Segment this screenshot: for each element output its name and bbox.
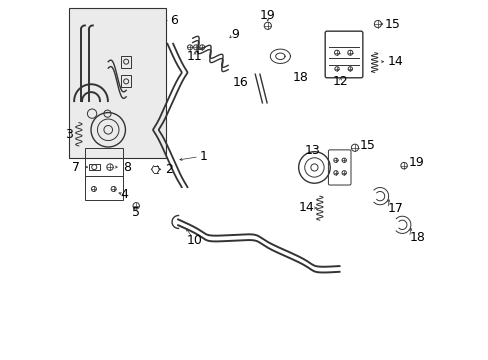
Text: 17: 17 [387,202,403,215]
Text: 19: 19 [408,156,424,169]
Text: 14: 14 [387,55,403,68]
Bar [85,148,122,200]
Text: 2: 2 [164,163,172,176]
Bar [121,75,131,87]
Text: 6: 6 [170,14,178,27]
Text: 15: 15 [359,139,375,152]
Bar [69,8,165,158]
Text: 10: 10 [186,234,202,247]
Text: 18: 18 [292,71,308,84]
Text: 9: 9 [230,28,238,41]
Text: 3: 3 [65,127,73,141]
Text: 11: 11 [187,50,203,63]
Text: 19: 19 [260,9,275,22]
Text: 12: 12 [332,75,348,88]
Bar [88,164,100,170]
Text: 4: 4 [120,188,128,201]
Text: 18: 18 [408,231,425,244]
Text: 16: 16 [232,76,247,89]
Text: 15: 15 [384,18,399,31]
Bar [121,55,131,68]
Text: 8: 8 [123,161,131,174]
Text: 1: 1 [199,150,207,163]
Text: 13: 13 [304,144,320,157]
Text: 5: 5 [132,206,140,219]
Text: 7: 7 [71,161,80,174]
Text: 14: 14 [298,202,314,215]
